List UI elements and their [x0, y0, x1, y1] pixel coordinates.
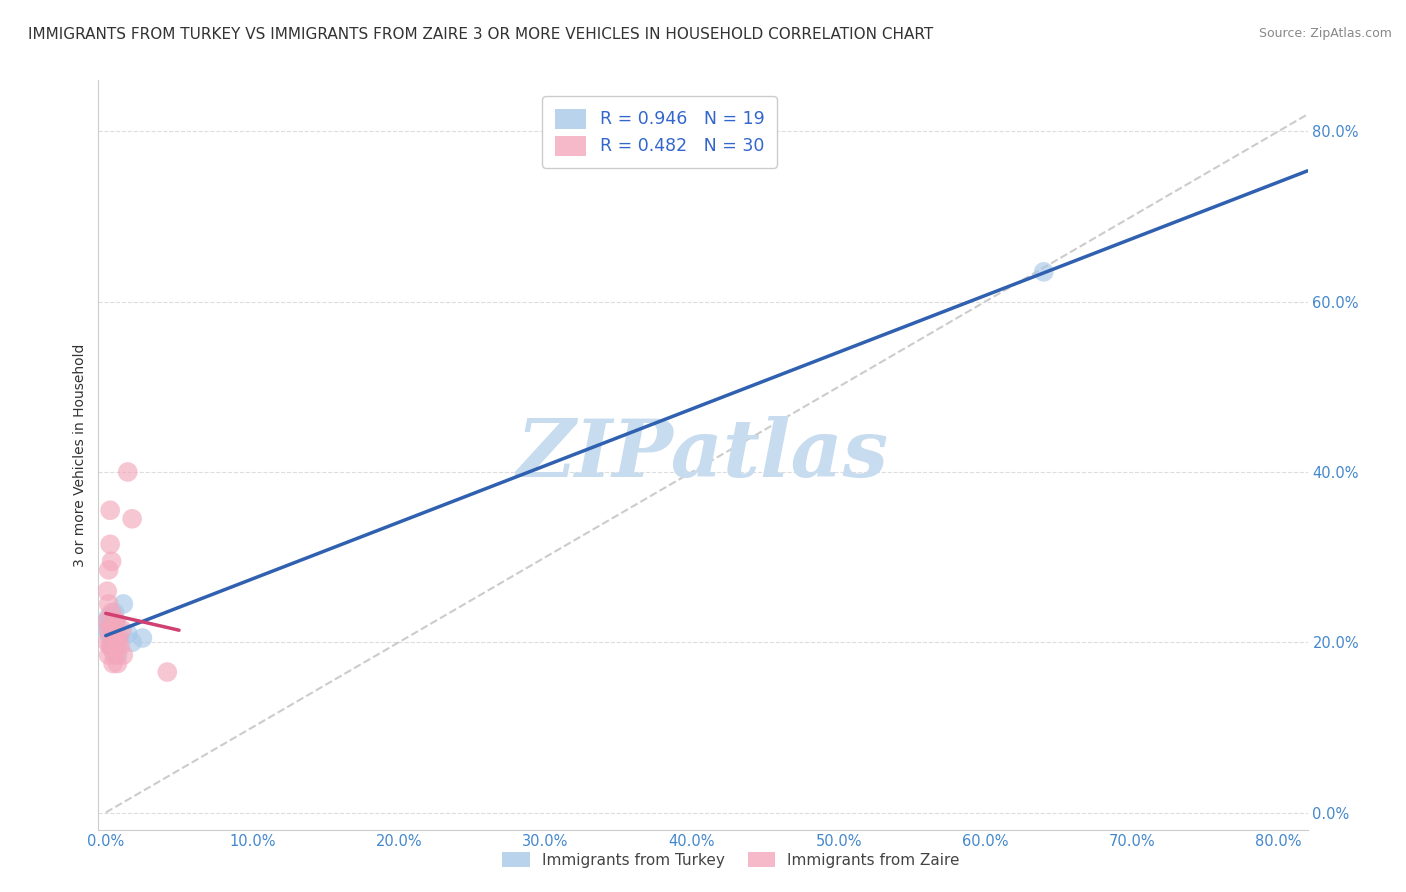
- Point: [97, 623, 120, 637]
- Point: [97, 648, 120, 662]
- Legend: R = 0.946   N = 19, R = 0.482   N = 30: R = 0.946 N = 19, R = 0.482 N = 30: [543, 96, 776, 168]
- Point: [107, 640, 129, 654]
- Point: [100, 554, 122, 568]
- Text: ZIPatlas: ZIPatlas: [517, 417, 889, 493]
- Point: [100, 626, 122, 640]
- Point: [97, 563, 120, 577]
- Point: [98, 503, 121, 517]
- Point: [112, 648, 135, 662]
- Point: [107, 648, 129, 662]
- Point: [111, 623, 134, 637]
- Point: [97, 597, 120, 611]
- Point: [101, 631, 124, 645]
- Point: [97, 609, 120, 624]
- Point: [98, 640, 121, 654]
- Point: [131, 631, 153, 645]
- Point: [96, 614, 118, 628]
- Point: [110, 640, 132, 654]
- Point: [117, 465, 139, 479]
- Point: [103, 606, 125, 620]
- Point: [98, 631, 121, 645]
- Point: [107, 657, 129, 671]
- Point: [96, 635, 118, 649]
- Point: [98, 618, 121, 632]
- Point: [98, 623, 121, 637]
- Point: [101, 644, 124, 658]
- Point: [101, 623, 124, 637]
- Point: [108, 631, 131, 645]
- Point: [96, 623, 118, 637]
- Point: [100, 640, 122, 654]
- Point: [112, 597, 135, 611]
- Point: [1032, 265, 1054, 279]
- Legend: Immigrants from Turkey, Immigrants from Zaire: Immigrants from Turkey, Immigrants from …: [495, 844, 967, 875]
- Point: [105, 614, 128, 628]
- Point: [100, 640, 122, 654]
- Point: [97, 626, 120, 640]
- Y-axis label: 3 or more Vehicles in Household: 3 or more Vehicles in Household: [73, 343, 87, 566]
- Point: [105, 614, 128, 628]
- Point: [108, 631, 131, 645]
- Point: [156, 665, 179, 679]
- Point: [121, 512, 143, 526]
- Text: IMMIGRANTS FROM TURKEY VS IMMIGRANTS FROM ZAIRE 3 OR MORE VEHICLES IN HOUSEHOLD : IMMIGRANTS FROM TURKEY VS IMMIGRANTS FRO…: [28, 27, 934, 42]
- Point: [101, 657, 124, 671]
- Point: [98, 537, 121, 551]
- Point: [121, 635, 143, 649]
- Point: [100, 606, 122, 620]
- Point: [96, 584, 118, 599]
- Point: [117, 626, 139, 640]
- Point: [103, 648, 125, 662]
- Point: [101, 623, 124, 637]
- Point: [96, 614, 118, 628]
- Text: Source: ZipAtlas.com: Source: ZipAtlas.com: [1258, 27, 1392, 40]
- Point: [105, 631, 128, 645]
- Point: [103, 614, 125, 628]
